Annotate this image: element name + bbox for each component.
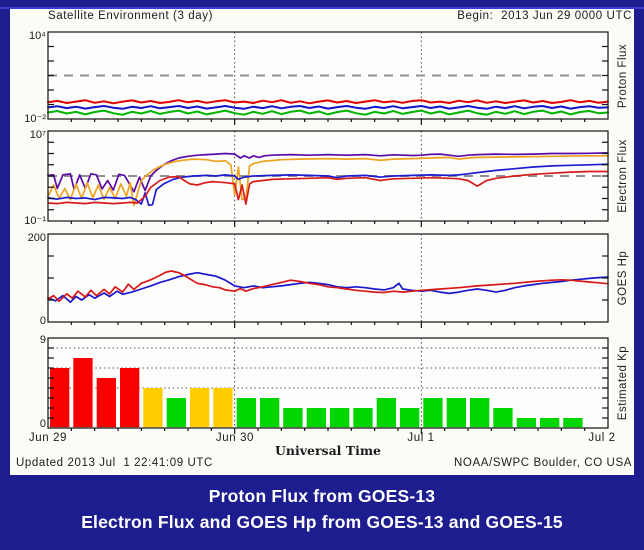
electron-ymin-label: 10⁻¹ xyxy=(24,215,46,227)
proton-ymax-label: 10⁴ xyxy=(29,30,46,42)
electron-flux-axis-title: Electron Flux xyxy=(617,139,629,213)
proton-flux-axis-title: Proton Flux xyxy=(617,43,629,109)
caption-line-2: Electron Flux and GOES Hp from GOES-13 a… xyxy=(81,512,563,532)
hp-ymax-label: 200 xyxy=(27,232,46,244)
xtick-jun29: Jun 29 xyxy=(28,432,68,444)
top-accent-line xyxy=(0,7,644,9)
xtick-jun30: Jun 30 xyxy=(215,432,255,444)
proton-ymin-label: 10⁻² xyxy=(24,113,46,125)
xtick-jul1: Jul 1 xyxy=(407,432,435,444)
source-credit: NOAA/SWPC Boulder, CO USA xyxy=(454,457,632,469)
updated-timestamp: Updated 2013 Jul 1 22:41:09 UTC xyxy=(16,457,213,469)
begin-value: 2013 Jun 29 0000 UTC xyxy=(501,10,632,22)
begin-timestamp: Begin: 2013 Jun 29 0000 UTC xyxy=(457,10,632,22)
hp-ymin-label: 0 xyxy=(39,315,46,327)
kp-ymin-label: 0 xyxy=(39,418,46,430)
xtick-jul2: Jul 2 xyxy=(588,432,616,444)
caption-line-1: Proton Flux from GOES-13 xyxy=(208,486,436,506)
estimated-kp-axis-title: Estimated Kp xyxy=(617,345,629,421)
electron-ymax-label: 10⁷ xyxy=(29,129,46,141)
xaxis-title: Universal Time xyxy=(274,443,382,458)
goes-hp-axis-title: GOES Hp xyxy=(617,250,629,306)
kp-ymax-label: 9 xyxy=(39,334,46,346)
plot-title: Satellite Environment (3 day) xyxy=(48,10,214,22)
begin-label: Begin: xyxy=(457,10,494,22)
